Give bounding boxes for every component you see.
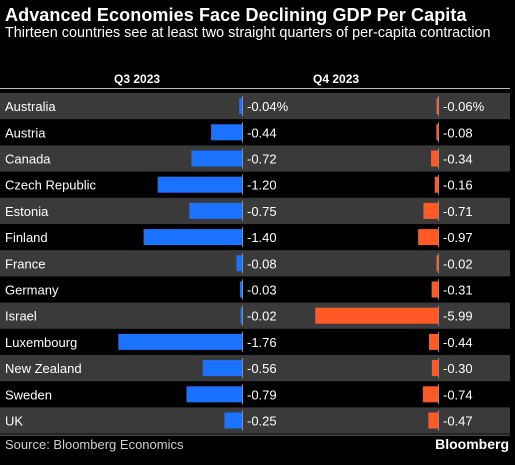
q3-value-label: -0.75 [247,204,277,219]
q4-value-label: -0.44 [443,335,473,350]
category-label: Luxembourg [5,335,77,350]
q3-bar [143,229,242,246]
q3-bar [240,307,242,324]
table-row: Australia -0.04% -0.06% [0,93,510,120]
q3-value-label: -0.79 [247,387,277,402]
q4-bar [315,307,438,324]
q4-value-label: -5.99 [443,309,473,324]
category-label: Estonia [5,204,49,219]
q3-bar [239,98,242,115]
q4-bar [418,229,438,246]
q3-column-header: Q3 2023 [114,72,161,86]
q3-value-label: -1.76 [247,335,277,350]
q3-value-label: -0.56 [247,361,277,376]
category-label: Finland [5,230,48,245]
q4-value-label: -0.30 [443,361,473,376]
q4-value-label: -0.34 [443,152,473,167]
q4-bar [434,176,438,193]
category-label: Germany [5,283,59,298]
q4-bar [436,98,438,115]
q4-bar [436,124,438,141]
q4-value-label: -0.16 [443,178,473,193]
table-row: Finland -1.40 -0.97 [5,227,473,248]
table-row: Estonia -0.75 -0.71 [0,197,510,224]
q3-bar [157,176,242,193]
q4-value-label: -0.06% [443,99,485,114]
q3-value-label: -1.40 [247,230,277,245]
q4-bar [422,386,438,403]
table-row: New Zealand -0.56 -0.30 [0,355,510,382]
row-band [0,355,510,382]
q3-bar [191,150,242,167]
q3-bar [224,412,242,429]
table-row: Sweden -0.79 -0.74 [5,384,473,405]
q3-value-label: -0.08 [247,256,277,271]
q4-value-label: -0.31 [443,283,473,298]
category-label: Canada [5,152,51,167]
table-row: Germany -0.03 -0.31 [5,279,473,300]
row-band [0,93,510,120]
table-row: Austria -0.44 -0.08 [5,122,473,143]
table-row: France -0.08 -0.02 [0,250,510,277]
q4-bar [431,150,438,167]
q3-value-label: -0.25 [247,414,277,429]
q3-bar [236,255,242,272]
q3-value-label: -1.20 [247,178,277,193]
q3-value-label: -0.02 [247,309,277,324]
q4-value-label: -0.74 [443,387,473,402]
source-note: Source: Bloomberg Economics [5,437,184,452]
q4-bar [436,255,438,272]
chart-title: Advanced Economies Face Declining GDP Pe… [5,5,467,25]
q4-bar [428,412,438,429]
table-row: Czech Republic -1.20 -0.16 [5,174,473,195]
table-row: Luxembourg -1.76 -0.44 [5,331,473,352]
q4-bar [428,333,438,350]
category-label: Israel [5,309,37,324]
row-band [0,407,510,434]
bloomberg-logo: Bloomberg [435,436,509,452]
q3-bar [189,202,242,219]
q4-value-label: -0.97 [443,230,473,245]
row-band [0,145,510,172]
table-row: Israel -0.02 -5.99 [0,302,510,329]
chart-subtitle: Thirteen countries see at least two stra… [5,25,491,41]
q4-value-label: -0.02 [443,256,473,271]
category-label: UK [5,414,23,429]
q4-column-header: Q4 2023 [313,72,360,86]
row-band [0,250,510,277]
q3-bar [211,124,242,141]
category-label: Sweden [5,387,52,402]
q4-value-label: -0.08 [443,125,473,140]
q3-value-label: -0.03 [247,283,277,298]
q4-bar [423,202,438,219]
table-row: UK -0.25 -0.47 [0,407,510,434]
category-label: New Zealand [5,361,82,376]
q4-value-label: -0.47 [443,414,473,429]
q4-bar [431,360,438,377]
table-row: Canada -0.72 -0.34 [0,145,510,172]
q3-value-label: -0.72 [247,152,277,167]
q3-value-label: -0.04% [247,99,289,114]
category-label: Czech Republic [5,178,97,193]
q3-bar [186,386,242,403]
category-label: Austria [5,125,46,140]
q3-bar [239,281,242,298]
q3-bar [202,360,242,377]
q3-value-label: -0.44 [247,125,277,140]
category-label: France [5,256,45,271]
q3-bar [118,333,242,350]
category-label: Australia [5,99,56,114]
q4-bar [431,281,438,298]
q4-value-label: -0.71 [443,204,473,219]
